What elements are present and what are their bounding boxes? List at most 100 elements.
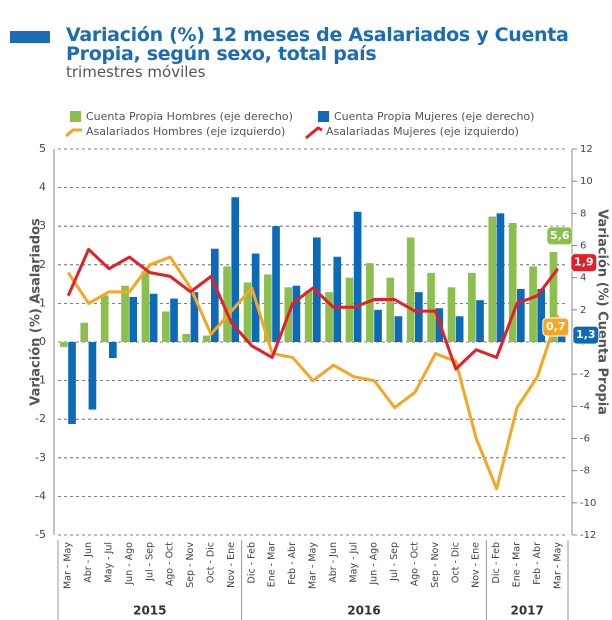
value-label: 5,6 (550, 229, 570, 242)
chart-title: Variación (%) 12 meses de Asalariados y … (66, 24, 569, 65)
bar (129, 296, 138, 342)
bar (80, 322, 89, 342)
y-tick-label: 1 (39, 296, 46, 309)
y2-tick-label: -10 (580, 498, 596, 509)
x-tick-label: May - Jul (348, 542, 359, 583)
year-label: 2015 (133, 604, 166, 618)
x-tick-label: Dic - Feb (491, 542, 502, 583)
y2-tick-label: -12 (580, 530, 596, 541)
x-tick-label: Ene - Mar (512, 542, 523, 587)
value-label: 0,7 (546, 320, 566, 333)
bar (345, 277, 354, 342)
bar (427, 272, 435, 342)
value-label-box (542, 317, 570, 337)
y-tick-label: -5 (35, 528, 46, 541)
legend-swatch (70, 111, 81, 122)
bar (476, 300, 484, 342)
x-tick-label: Jul - Sep (144, 542, 155, 582)
y2-tick-label: 10 (580, 176, 593, 187)
bar (223, 266, 231, 342)
legend-label: Cuenta Propia Hombres (eje derecho) (86, 110, 293, 123)
bar (202, 335, 211, 342)
x-tick-label: Abr - Jun (83, 542, 94, 583)
y2-tick-label: 12 (580, 144, 593, 155)
x-tick-label: Mar - May (552, 542, 563, 589)
bar (121, 285, 129, 342)
y2-tick-label: 2 (580, 305, 586, 316)
value-label: 1,9 (574, 256, 594, 269)
y-tick-label: 0 (39, 335, 46, 348)
legend-swatch (318, 111, 329, 122)
bar (243, 282, 252, 342)
x-tick-label: Oct - Dic (206, 542, 217, 583)
line (66, 255, 560, 491)
legend-label: Cuenta Propia Mujeres (eje derecho) (334, 110, 534, 123)
x-tick-label: Sep - Nov (185, 542, 196, 588)
legend-swatch (65, 128, 82, 138)
bar (88, 342, 97, 410)
bar (304, 290, 313, 342)
y2-tick-label: -2 (580, 369, 590, 380)
bar (508, 222, 517, 342)
bar (211, 248, 219, 342)
y2-tick-label: 6 (580, 241, 586, 252)
value-label-box (546, 226, 574, 246)
x-tick-label: Sep - Nov (430, 542, 441, 588)
bar (517, 288, 525, 342)
x-tick-label: Ene - Mar (267, 542, 278, 587)
x-tick-label: Abr - Jun (328, 542, 339, 583)
bar (455, 316, 464, 342)
x-tick-label: Nov - Ene (226, 542, 237, 588)
x-tick-label: May - Jul (104, 542, 115, 583)
x-tick-label: Ago - Oct (410, 542, 421, 587)
bar (496, 213, 505, 342)
bar (529, 266, 537, 342)
year-label: 2017 (510, 604, 543, 618)
bar (468, 272, 476, 342)
bar (415, 292, 423, 342)
header: Variación (%) 12 meses de Asalariados y … (66, 26, 586, 81)
x-tick-label: Feb - Abr (532, 542, 543, 585)
y2-tick-label: -4 (580, 401, 590, 412)
decoration (10, 31, 50, 43)
bar (170, 298, 178, 342)
y2-tick-label: 8 (580, 208, 586, 219)
y-tick-label: -4 (35, 489, 46, 502)
bar (100, 295, 109, 342)
bar (109, 342, 117, 359)
y-tick-label: 5 (39, 142, 46, 155)
legend-swatch (305, 126, 323, 140)
y-axis-label: Variación (%) Asalariados (29, 218, 44, 406)
x-tick-label: Jun - Ago (369, 542, 380, 586)
legend-label: Asalariadas Mujeres (eje izquierdo) (326, 125, 519, 138)
bar (353, 211, 362, 342)
x-tick-label: Dic - Feb (246, 542, 257, 583)
value-label-box (572, 325, 600, 345)
y2-tick-label: -8 (580, 466, 590, 477)
bar (68, 342, 76, 425)
x-tick-label: Jul - Sep (389, 542, 400, 582)
y2-tick-label: 4 (580, 273, 586, 284)
legend-label: Asalariados Hombres (eje izquierdo) (86, 125, 285, 138)
bar (386, 277, 395, 342)
x-tick-label: Oct - Dic (450, 542, 461, 583)
bar (406, 237, 415, 342)
bar (182, 333, 191, 342)
bar (162, 311, 170, 342)
x-tick-label: Mar - May (63, 542, 74, 589)
x-tick-label: Nov - Ene (471, 542, 482, 588)
bar (231, 197, 240, 342)
bar (549, 251, 558, 342)
line (66, 247, 559, 371)
bar (374, 309, 382, 342)
bar (333, 256, 342, 342)
y-tick-label: -3 (35, 451, 46, 464)
y-tick-label: 3 (39, 219, 46, 232)
x-tick-label: Feb - Abr (287, 542, 298, 585)
y-tick-label: 4 (39, 181, 46, 194)
x-tick-label: Jun - Ago (124, 542, 135, 586)
x-tick-label: Ago - Oct (165, 542, 176, 587)
bar (292, 285, 301, 342)
